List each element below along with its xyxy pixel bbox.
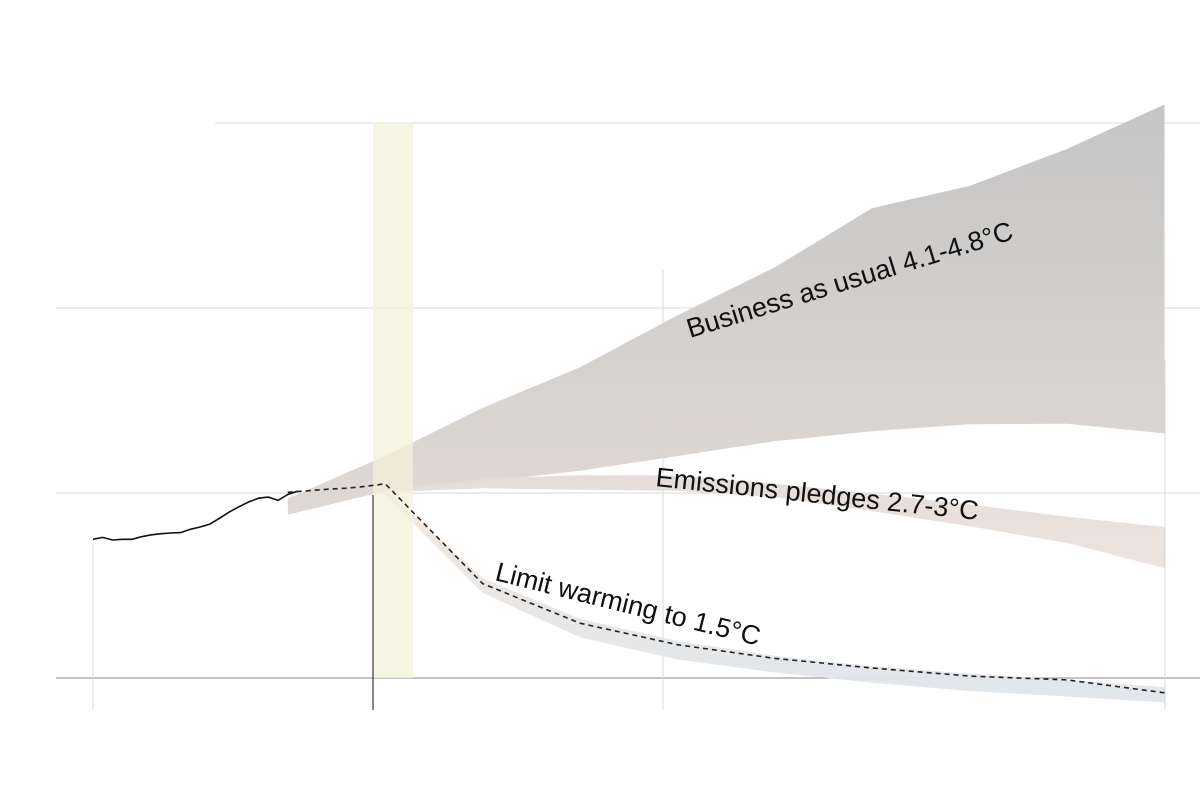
pathway-1-5-dashed-line xyxy=(287,482,1165,694)
scenario-band-2 xyxy=(385,475,1165,569)
lines-layer xyxy=(92,482,1165,710)
scenario-band-3 xyxy=(385,489,1165,703)
historical-emissions-line xyxy=(92,490,298,541)
scenario-label-2: Emissions pledges 2.7-3°C xyxy=(654,462,980,526)
scenario-band-1 xyxy=(287,104,1165,515)
present-highlight-band xyxy=(373,123,413,678)
scenario-bands-layer xyxy=(287,104,1165,703)
highlight-layer xyxy=(373,123,413,678)
